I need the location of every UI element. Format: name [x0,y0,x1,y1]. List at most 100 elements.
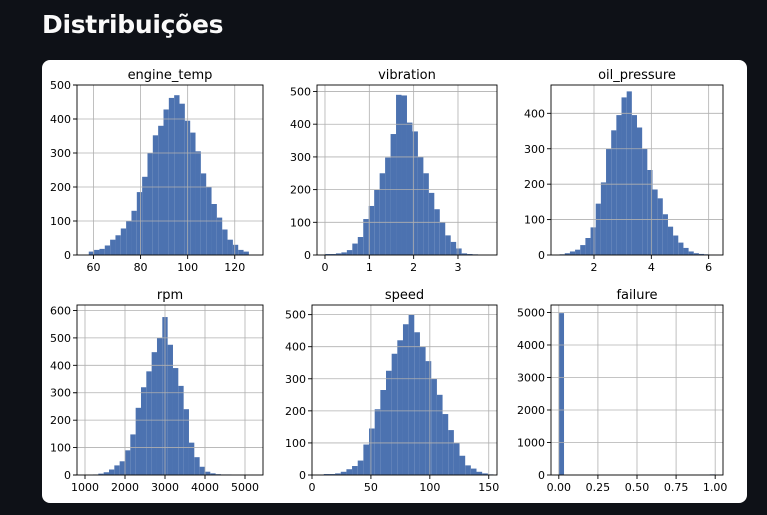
histogram-bar [637,127,643,255]
histogram-bar [467,254,473,255]
x-tick-label: 60 [86,261,100,274]
histogram-bar [397,340,403,475]
histogram-bar [442,414,449,475]
x-tick-label: 0 [321,261,328,274]
x-tick-label: 0 [309,481,316,494]
histogram-bar [414,332,420,475]
histogram-bar [243,251,249,255]
subplot-failure: failure 0.00 0.25 0.50 0.75 1.00 0 1000 2000 3000… [517,288,727,494]
figure-card: engine_temp 60 80 100 120 0 100 200 300 400 500 vib… [42,60,747,503]
histogram-bar [585,238,591,255]
histogram-bar [142,176,148,255]
histogram-bar [434,209,440,255]
histogram-bar [352,243,358,255]
page-title: Distribuições [42,10,224,39]
histogram-bar [119,461,125,475]
histogram-bar [178,385,184,475]
x-tick-label: 2000 [111,481,139,494]
subplot-title: speed [385,288,424,303]
histogram-bar [642,148,648,255]
histogram-bar [595,203,601,255]
histogram-bar [662,214,668,255]
histogram-bar [657,198,663,255]
histogram-bar [194,457,200,475]
y-tick-label: 200 [285,405,306,418]
histogram-bar [688,251,694,255]
histogram-bar [232,244,239,255]
histogram-bar [222,229,228,255]
histogram-bar [450,241,457,255]
histogram-bar [152,135,159,255]
histogram-bar [402,324,409,475]
y-tick-label: 200 [524,178,545,191]
histogram-bar [174,95,180,255]
histogram-bar [110,239,116,255]
x-tick-label: 5000 [231,481,259,494]
histogram-bar [678,242,684,255]
axes-frame [316,84,498,256]
histogram-bar [439,222,446,255]
subplot-oil_pressure: oil_pressure 2 4 6 0 100 200 300 400 [524,68,724,274]
subplot-speed: speed 0 50 100 150 0 100 200 300 400 500 [285,288,499,494]
y-tick-label: 500 [50,79,71,92]
histogram-bar [179,103,185,255]
y-tick-label: 0 [299,469,306,482]
histogram-bar [335,253,342,255]
x-tick-label: 0.25 [586,481,611,494]
histogram-bar [104,245,111,255]
x-tick-label: 80 [134,261,148,274]
histogram-bar [564,253,570,255]
histogram-bar [461,253,468,255]
y-tick-label: 100 [50,215,71,228]
histogram-bar [380,390,386,475]
histogram-bar [445,235,451,255]
histogram-bar [363,444,370,475]
axes-frame [550,84,724,256]
histogram-bar [631,115,637,255]
histogram-bar [131,210,137,255]
y-tick-label: 0 [304,249,311,262]
histogram-bar [470,468,477,475]
x-tick-label: 1.00 [703,481,728,494]
histogram-bar [140,387,147,475]
subplot-title: oil_pressure [598,68,676,83]
histogram-bar [94,249,100,255]
histogram-bar [408,314,415,475]
histogram-bar [683,247,689,255]
y-tick-label: 400 [285,341,306,354]
histogram-bar [183,409,189,475]
histogram-bar [340,471,347,475]
histogram-bar [147,153,153,255]
subplot-rpm: rpm 1000 2000 3000 4000 5000 0 100 200 300 400 500 6… [50,288,264,494]
histogram-bar [423,173,429,255]
histogram-bar [647,170,653,255]
histogram-bar [448,430,454,475]
histogram-bar [616,115,622,255]
histogram-bar [386,370,392,475]
histogram-bar [346,469,353,475]
histogram-bar [211,204,217,255]
y-tick-label: 500 [50,332,71,345]
histogram-bar [200,173,207,255]
histogram-bar [126,221,132,255]
histogram-bar [401,95,407,256]
histogram-bar [363,219,369,255]
x-tick-label: 2 [410,261,417,274]
y-tick-label: 400 [50,113,71,126]
y-tick-label: 5000 [517,306,545,319]
x-tick-label: 6 [705,261,712,274]
histogram-bar [652,189,658,255]
histogram-bar [168,97,175,255]
histogram-bar [453,442,460,475]
x-tick-label: 100 [177,261,198,274]
y-tick-label: 600 [50,304,71,317]
histogram-bar [606,148,612,255]
x-tick-label: 0.50 [625,481,650,494]
histogram-bar [99,248,105,255]
y-tick-label: 100 [285,437,306,450]
y-tick-label: 300 [290,151,311,164]
y-tick-label: 200 [290,184,311,197]
histogram-bar [109,469,115,475]
x-tick-label: 1 [366,261,373,274]
histogram-bar [195,151,201,255]
